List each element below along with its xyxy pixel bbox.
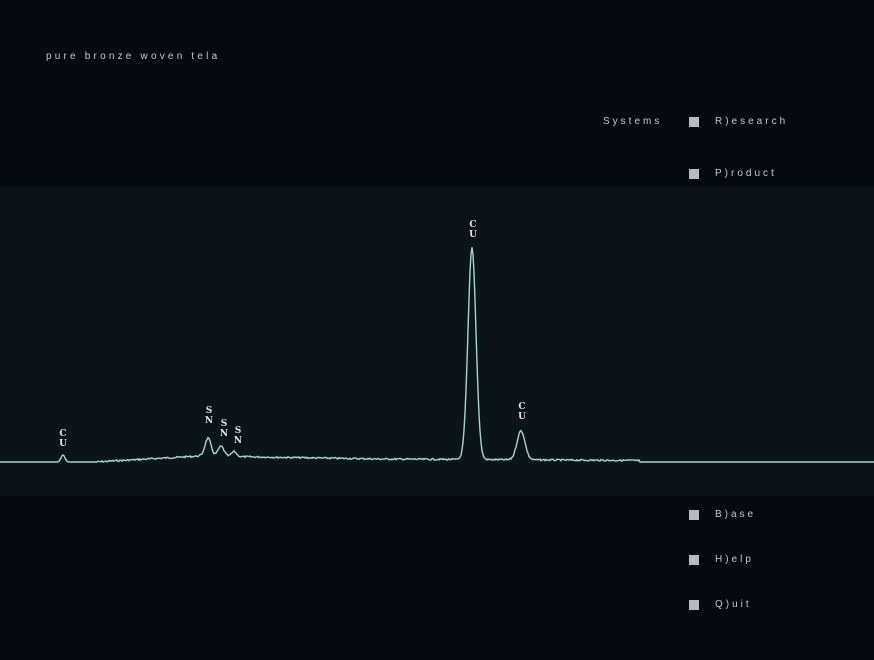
menu-label: Q)uit (715, 599, 752, 610)
site-title: pure bronze woven tela (46, 51, 221, 62)
menu-label: R)esearch (715, 116, 789, 127)
menu-item-product[interactable]: P)roduct (689, 168, 777, 179)
peak-label: C (518, 402, 525, 412)
peak-label: U (59, 439, 67, 449)
checkbox-icon (689, 509, 699, 520)
menu-item-quit[interactable]: Q)uit (689, 599, 752, 610)
checkbox-icon (689, 554, 699, 565)
checkbox-icon (689, 116, 699, 127)
spectrum-band (0, 187, 874, 496)
menu-item-base[interactable]: B)ase (689, 509, 756, 520)
menu-label: H)elp (715, 554, 754, 565)
spectrum-trace (0, 247, 874, 463)
peak-label: S (206, 406, 213, 416)
peak-label: U (469, 230, 477, 240)
peak-label: C (59, 429, 66, 439)
peak-label: S (221, 419, 228, 429)
peak-label: N (220, 429, 228, 439)
menu-item-research[interactable]: R)esearch (689, 116, 788, 127)
menu-item-help[interactable]: H)elp (689, 554, 754, 565)
checkbox-icon (689, 599, 699, 610)
checkbox-icon (689, 168, 699, 179)
menu-label: P)roduct (715, 168, 777, 179)
menu-label: B)ase (715, 509, 757, 520)
peak-label: S (235, 426, 242, 436)
peak-label: N (234, 436, 242, 446)
peak-label: U (518, 412, 526, 422)
peak-label: C (469, 220, 476, 230)
peak-label: N (205, 416, 213, 426)
systems-label: Systems (603, 116, 663, 127)
